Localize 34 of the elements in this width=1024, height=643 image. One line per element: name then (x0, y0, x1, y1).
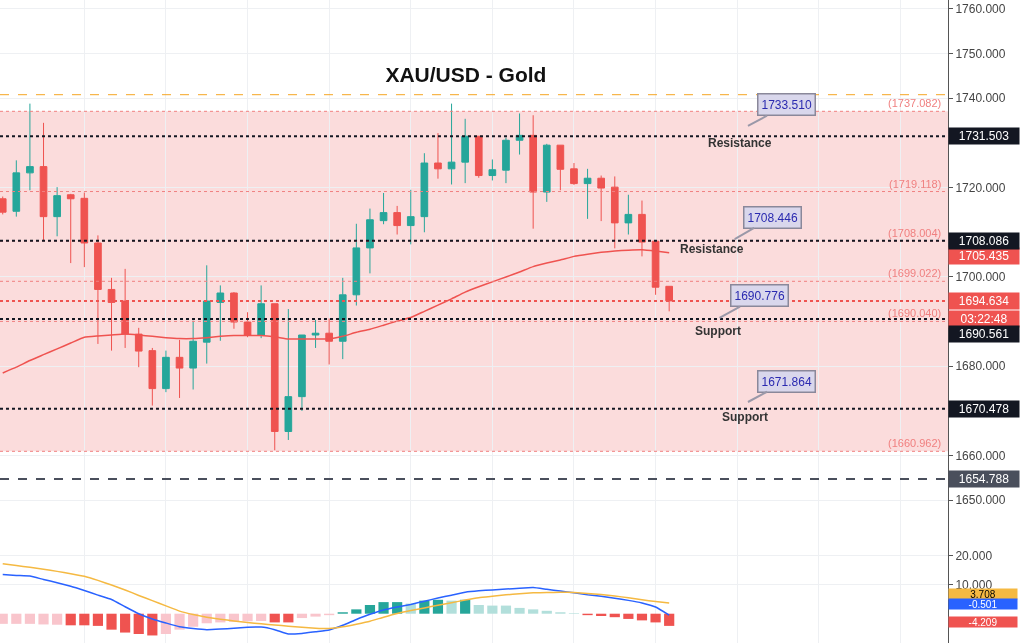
ref-line-label: 1694.634 (958, 294, 1010, 308)
y-tick-label: 1680.000 (955, 359, 1006, 374)
ref-line-label: (1737.082) (888, 97, 942, 109)
text: 03:22:48 (960, 312, 1008, 326)
ref-line-label: (1719.118) (889, 178, 942, 190)
text: -0.501 (968, 598, 998, 610)
ref-line-label: 1708.086 (958, 234, 1010, 248)
text: -4.209 (968, 616, 998, 628)
text: XAU/USD - Gold (385, 63, 547, 87)
ref-line-label: (1708.004) (888, 227, 942, 239)
y-tick-label: 1740.000 (955, 91, 1006, 106)
text: 1705.435 (958, 249, 1010, 263)
ref-line-label: 1690.561 (958, 327, 1010, 341)
text: Resistance (708, 136, 772, 150)
text: Support (695, 324, 741, 338)
text: 1708.446 (747, 210, 798, 225)
y-tick-label: 1720.000 (955, 180, 1006, 195)
ref-line-label: (1660.962) (888, 437, 942, 449)
text: 1733.510 (761, 97, 812, 112)
text: 1690.776 (734, 288, 785, 303)
y-tick-label: 1700.000 (955, 270, 1006, 285)
y-tick-label: 1750.000 (955, 46, 1006, 61)
y-tick-label: 1650.000 (955, 493, 1006, 508)
text: Resistance (680, 242, 744, 256)
y-tick-label: 1760.000 (955, 2, 1006, 17)
ref-line-label: 1670.478 (958, 402, 1010, 416)
y-tick-label: 20.000 (955, 548, 993, 563)
y-tick-label: 1660.000 (955, 448, 1006, 463)
ref-line-label: 1654.788 (958, 472, 1010, 486)
ref-line-label: (1699.022) (888, 267, 942, 279)
ref-line-label: 1731.503 (958, 129, 1010, 143)
text: Support (722, 410, 768, 424)
text: 1671.864 (761, 374, 812, 389)
ref-line-label: (1690.040) (888, 307, 942, 319)
